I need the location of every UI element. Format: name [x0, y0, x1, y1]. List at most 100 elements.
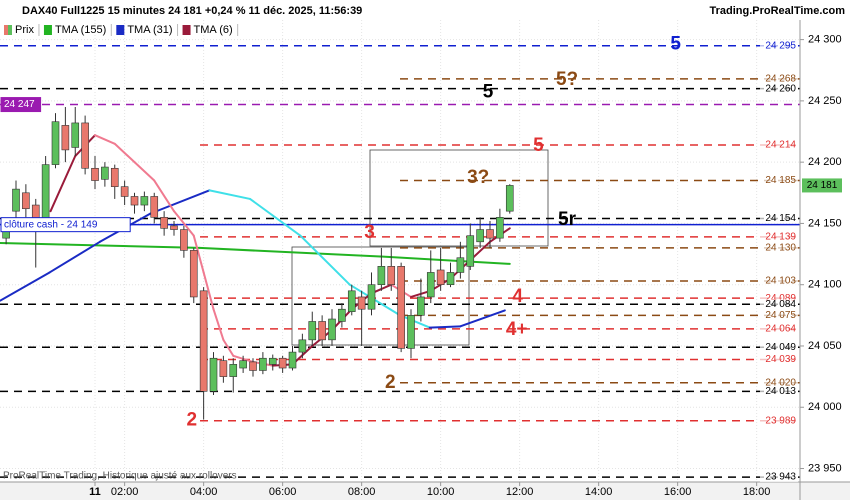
box: [369, 149, 549, 247]
y-tick-label: 24 100: [808, 279, 842, 291]
candle-body: [120, 186, 129, 197]
ma-segment: [202, 271, 215, 311]
y-tick-label: 24 050: [808, 340, 842, 352]
legend-label: TMA (155): [55, 24, 106, 36]
ma-segment: [222, 338, 235, 357]
level-tag-bg: [760, 213, 798, 224]
legend-swatch: [182, 25, 191, 35]
level-label: 24 295: [765, 40, 796, 51]
annotation: 5?: [556, 69, 578, 90]
y-tick-label: 24 300: [808, 34, 842, 46]
candle-body: [140, 196, 149, 206]
x-tick-label: 14:00: [585, 486, 613, 498]
level-label: 24 039: [765, 354, 796, 365]
ma-segment: [0, 242, 201, 249]
candle-body: [268, 357, 277, 365]
footer: ProRealTime Trading, Historique ajusté a…: [3, 471, 237, 482]
level-tag-bg: [760, 293, 798, 304]
level-label: 24 049: [765, 342, 796, 353]
ma-segment: [379, 255, 511, 265]
annotation: 4: [512, 286, 523, 307]
annotation: 2: [385, 372, 396, 393]
level-label: 24 103: [765, 276, 796, 287]
ma-segment: [149, 189, 211, 215]
box: [291, 246, 470, 346]
candle-body: [476, 229, 484, 243]
ma-segment: [459, 309, 506, 328]
candle-body: [199, 290, 208, 392]
level-label: 24 020: [765, 377, 796, 388]
candle-body: [130, 196, 139, 206]
candle-body: [417, 296, 425, 316]
ma-segment: [133, 161, 156, 182]
y-tick-label: 24 250: [808, 95, 842, 107]
ma-segment: [192, 234, 205, 274]
level-tag-bg: [760, 175, 798, 186]
level-tag-bg: [760, 354, 798, 365]
level-tag-bg: [760, 415, 798, 426]
candle-body: [505, 185, 514, 212]
level-label: 24 154: [765, 213, 796, 224]
level-tag: [0, 217, 131, 233]
level-tag-bg: [760, 231, 798, 242]
annotation: 5r: [558, 209, 577, 230]
source: Trading.ProRealTime.com: [709, 5, 845, 17]
candle-body: [397, 266, 405, 349]
level-tag-bg: [760, 73, 798, 84]
annotation: 5: [483, 81, 494, 102]
ma-segment: [94, 134, 116, 145]
candle-body: [387, 266, 396, 286]
annotation: 3?: [467, 167, 489, 188]
level-label: 24 260: [765, 83, 796, 94]
level-tag-bg: [760, 40, 798, 51]
level-label: 24 139: [765, 232, 796, 243]
candle-body: [180, 229, 188, 251]
x-axis-band: [0, 482, 850, 500]
x-tick-label: 02:00: [111, 486, 139, 498]
y-tick-label: 24 000: [808, 401, 842, 413]
candle-body: [229, 364, 238, 377]
ma-segment: [299, 234, 351, 286]
last-price-label: 24 181: [807, 180, 838, 191]
level-label: 24 075: [765, 310, 796, 321]
annotation: 3: [364, 222, 375, 243]
y-tick-label: 24 200: [808, 156, 842, 168]
plot: 5 5? 5 5 3? 5r 3 4 4+ 2 2: [0, 34, 800, 478]
x-tick-label: 18:00: [743, 486, 771, 498]
ma-segment: [153, 179, 176, 213]
candle-body: [288, 351, 297, 369]
candle-body: [249, 361, 257, 371]
level-label: 23 943: [765, 472, 796, 483]
x-tick-label: 11: [89, 486, 101, 498]
x-tick-label: 16:00: [664, 486, 692, 498]
legend-label: TMA (31): [127, 24, 172, 36]
level-tag-bg: [760, 377, 798, 388]
legend-swatch: [116, 25, 125, 35]
candle-body: [71, 122, 80, 148]
candle-body: [51, 121, 60, 165]
legend-swatch: [8, 25, 12, 35]
level-tag-bg: [760, 342, 798, 353]
ma-segment: [249, 197, 302, 237]
level-label: 24 247: [4, 99, 35, 110]
candle-body: [150, 196, 159, 218]
candle-body: [209, 357, 218, 392]
level-tag-bg: [760, 323, 798, 334]
candle-body: [318, 321, 326, 341]
annotation: 5: [670, 34, 681, 55]
y-tick-label: 23 950: [808, 462, 842, 474]
candle-body: [446, 272, 455, 286]
candle-body: [219, 360, 228, 377]
x-tick-label: 12:00: [506, 486, 534, 498]
candle-body: [308, 321, 317, 341]
level-label: 24 268: [765, 73, 796, 84]
candle-body: [407, 315, 415, 349]
level-label: clôture cash - 24 149: [4, 219, 98, 230]
level-label: 24 185: [765, 175, 796, 186]
candle-body: [41, 164, 50, 224]
ma-segment: [113, 142, 136, 164]
grid: [0, 20, 800, 482]
level-label: 24 013: [765, 386, 796, 397]
